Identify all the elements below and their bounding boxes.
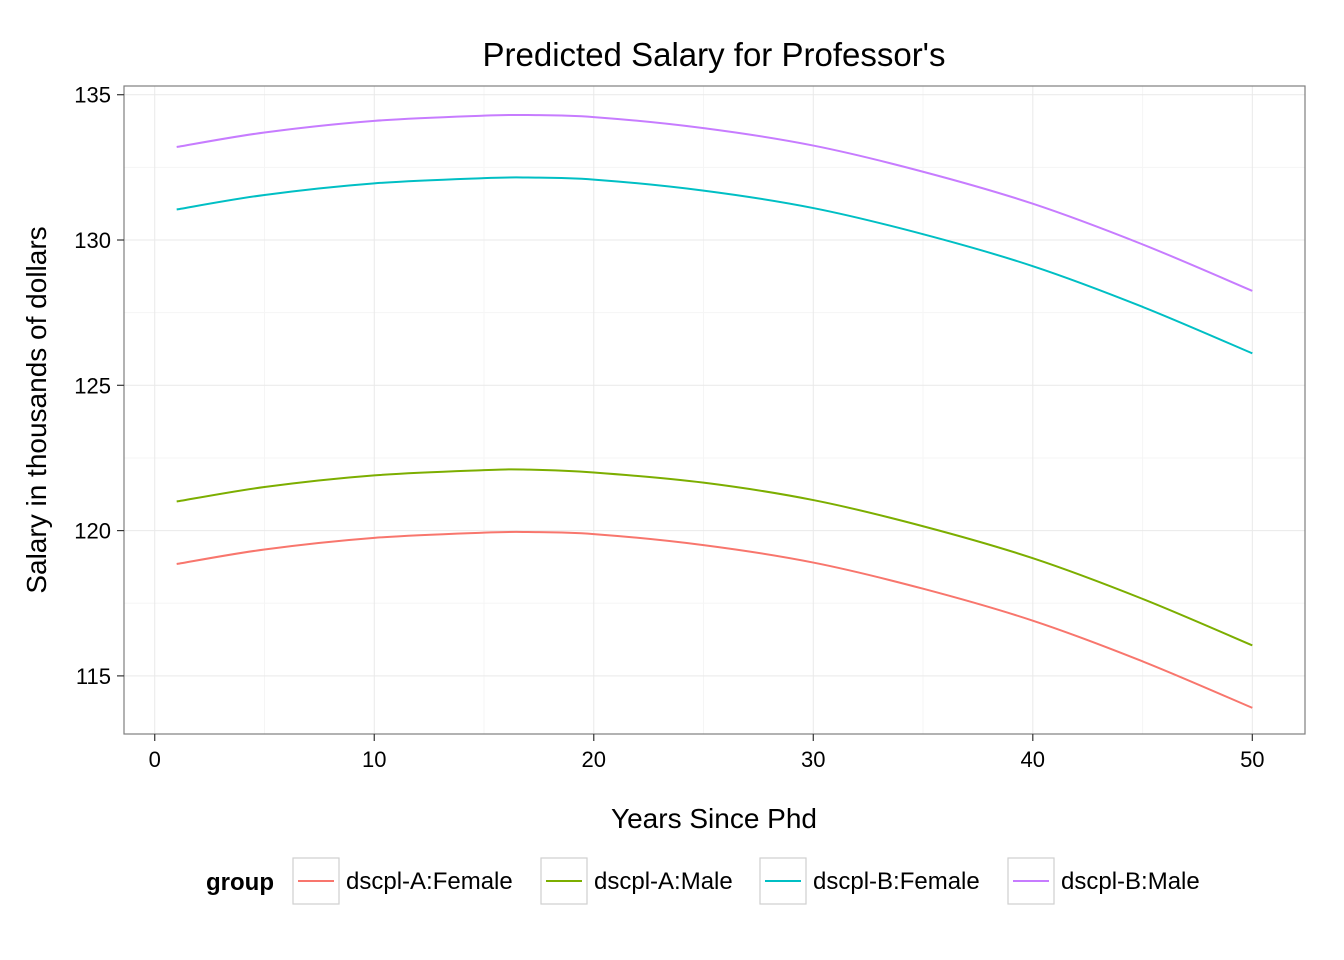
axes: 0 10 20 30 40 50 115 120 125 130 135	[74, 83, 1264, 772]
legend-label: dscpl-B:Male	[1061, 868, 1200, 895]
series-line-dscpl-b-female	[176, 176, 1253, 355]
y-tick-label: 130	[74, 228, 111, 253]
series-line-dscpl-a-female	[176, 530, 1253, 709]
legend-title: group	[206, 869, 274, 896]
series-line-dscpl-b-male	[176, 113, 1253, 292]
series-line-dscpl-a-male	[176, 468, 1253, 647]
legend-label: dscpl-A:Female	[346, 868, 513, 895]
plot-panel-border	[123, 85, 1306, 735]
x-axis-title: Years Since Phd	[611, 803, 817, 834]
legend-label: dscpl-A:Male	[594, 868, 733, 895]
x-tick-label: 40	[1021, 747, 1045, 772]
grid	[124, 86, 1305, 734]
chart-title: Predicted Salary for Professor's	[483, 36, 946, 73]
legend-label: dscpl-B:Female	[813, 868, 980, 895]
x-tick-label: 20	[582, 747, 606, 772]
x-tick-label: 30	[801, 747, 825, 772]
y-tick-label: 115	[76, 664, 111, 689]
series-lines	[176, 113, 1253, 709]
legend: group dscpl-A:Female dscpl-A:Male dscpl-B:F…	[206, 857, 1200, 905]
x-tick-label: 10	[362, 747, 386, 772]
y-tick-label: 135	[74, 83, 111, 108]
x-tick-label: 0	[149, 747, 161, 772]
y-tick-label: 120	[74, 519, 111, 544]
x-tick-label: 50	[1240, 747, 1264, 772]
y-tick-label: 125	[74, 373, 111, 398]
y-axis-title: Salary in thousands of dollars	[21, 226, 52, 593]
